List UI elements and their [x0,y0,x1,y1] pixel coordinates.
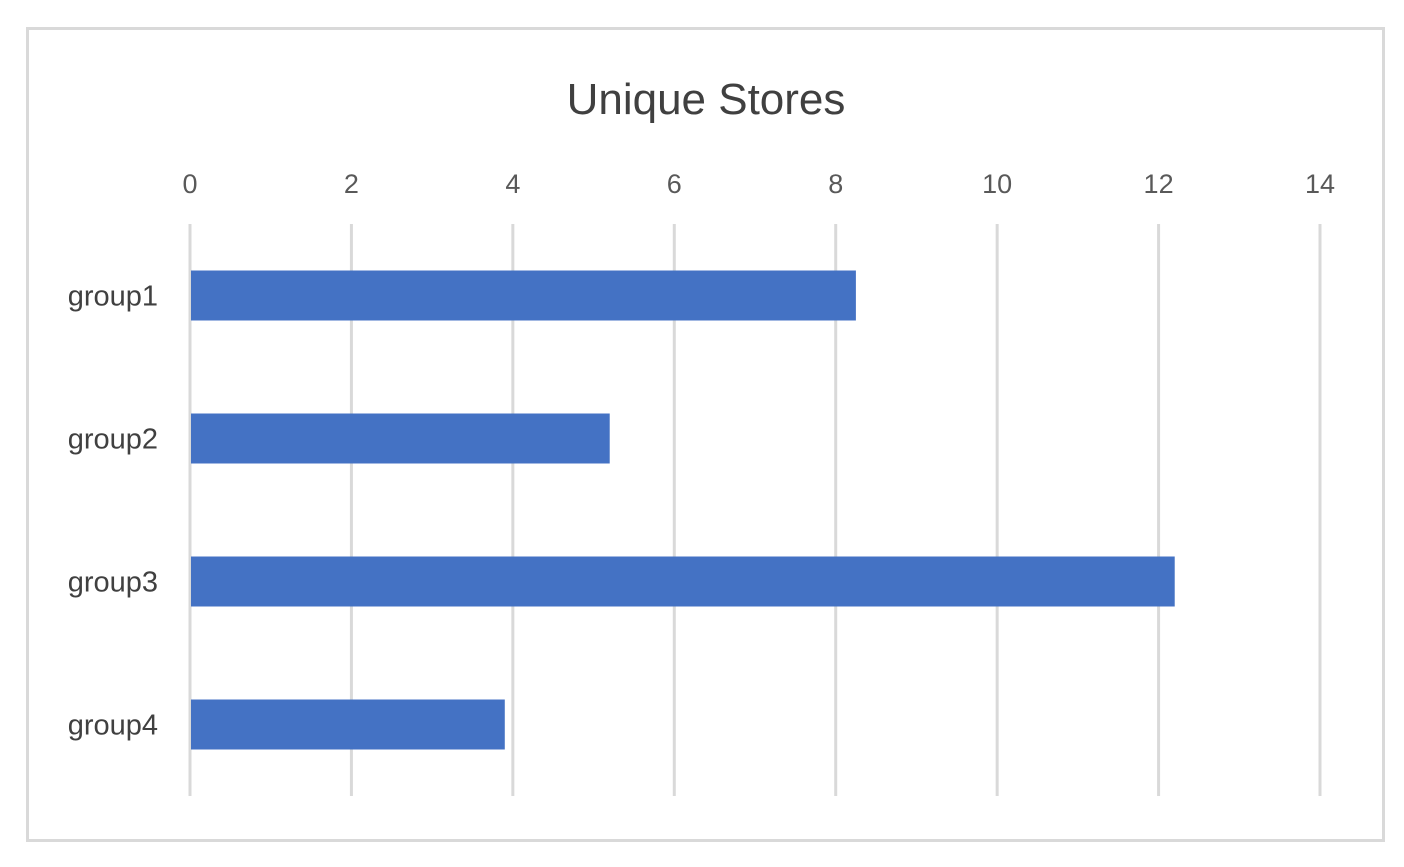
category-label: group2 [68,424,158,456]
bar-group3 [191,556,1175,607]
x-tick-label: 14 [1305,169,1335,199]
chart-title: Unique Stores [567,75,846,124]
category-labels: group1 group2 group3 group4 [68,281,158,742]
x-tick-label: 4 [505,169,520,199]
category-label: group1 [68,281,158,313]
bars [191,270,1175,750]
x-tick-label: 10 [982,169,1012,199]
x-tick-label: 8 [828,169,843,199]
x-axis-ticks: 0 2 4 6 8 10 12 14 [182,169,1335,199]
x-tick-label: 12 [1144,169,1174,199]
bar-group1 [191,270,856,321]
x-tick-label: 2 [344,169,359,199]
bar-group2 [191,413,610,464]
x-tick-label: 0 [182,169,197,199]
category-label: group4 [68,710,158,742]
x-tick-label: 6 [667,169,682,199]
bar-group4 [191,699,505,750]
category-label: group3 [68,567,158,599]
